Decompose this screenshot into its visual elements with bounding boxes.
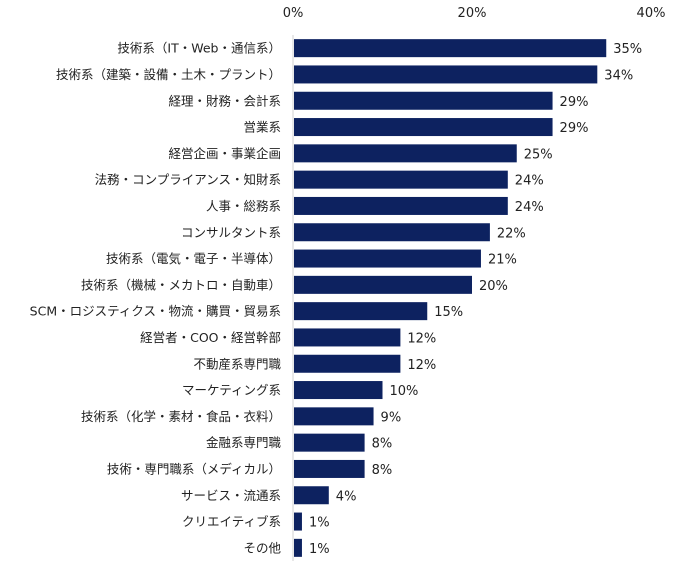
x-tick-label: 40% — [637, 6, 666, 21]
bar — [294, 39, 607, 58]
bar — [294, 302, 428, 321]
data-label: 10% — [390, 384, 419, 399]
bar — [294, 223, 490, 242]
data-label: 9% — [381, 410, 402, 425]
bar — [294, 486, 329, 505]
data-label: 29% — [560, 95, 589, 110]
x-tick-label: 20% — [458, 6, 487, 21]
data-label: 1% — [309, 542, 330, 557]
bar — [294, 91, 553, 110]
data-label: 25% — [524, 147, 553, 162]
category-label: 技術系（電気・電子・半導体） — [106, 251, 281, 266]
category-label: 技術・専門職系（メディカル） — [107, 461, 281, 476]
category-label: 経理・財務・会計系 — [168, 93, 281, 108]
data-label: 12% — [407, 331, 436, 346]
data-label: 34% — [604, 68, 633, 83]
data-label: 35% — [613, 42, 642, 57]
category-label: 技術系（IT・Web・通信系） — [117, 41, 281, 56]
data-label: 24% — [515, 174, 544, 189]
category-label: その他 — [243, 540, 281, 555]
bar — [294, 538, 302, 557]
category-label: マーケティング系 — [182, 383, 281, 398]
category-label: コンサルタント系 — [181, 225, 281, 240]
bar — [294, 407, 374, 426]
bar — [294, 249, 481, 268]
bar — [294, 512, 302, 531]
category-label: サービス・流通系 — [181, 488, 281, 503]
category-label: 人事・総務系 — [206, 198, 281, 213]
data-label: 1% — [309, 516, 330, 531]
category-label: 経営企画・事業企画 — [168, 146, 281, 161]
category-label: 技術系（化学・素材・食品・衣料） — [81, 409, 281, 424]
category-label: クリエイティブ系 — [182, 514, 281, 529]
bar — [294, 118, 553, 137]
data-label: 22% — [497, 226, 526, 241]
data-label: 20% — [479, 279, 508, 294]
data-label: 21% — [488, 253, 517, 268]
data-label: 8% — [372, 463, 393, 478]
bar — [294, 433, 365, 452]
bar — [294, 196, 508, 215]
data-label: 24% — [515, 200, 544, 215]
data-label: 12% — [407, 358, 436, 373]
category-label: 不動産系専門職 — [193, 356, 281, 371]
bar — [294, 144, 517, 163]
bar — [294, 381, 383, 400]
x-tick-label: 0% — [283, 6, 304, 21]
category-label: SCM・ロジスティクス・物流・購買・貿易系 — [30, 304, 281, 319]
category-label: 技術系（機械・メカトロ・自動車） — [81, 277, 281, 292]
bar — [294, 65, 598, 84]
bar — [294, 275, 472, 294]
bar — [294, 328, 401, 347]
bar — [294, 354, 401, 373]
bar — [294, 459, 365, 478]
bar — [294, 170, 508, 189]
data-label: 8% — [372, 437, 393, 452]
category-label: 経営者・COO・経営幹部 — [140, 330, 281, 345]
data-label: 15% — [434, 305, 463, 320]
data-label: 4% — [336, 489, 357, 504]
data-label: 29% — [560, 121, 589, 136]
category-label: 技術系（建築・設備・土木・プラント） — [56, 67, 281, 82]
category-label: 営業系 — [243, 120, 281, 135]
category-label: 金融系専門職 — [206, 435, 282, 450]
category-label: 法務・コンプライアンス・知財系 — [95, 172, 281, 187]
